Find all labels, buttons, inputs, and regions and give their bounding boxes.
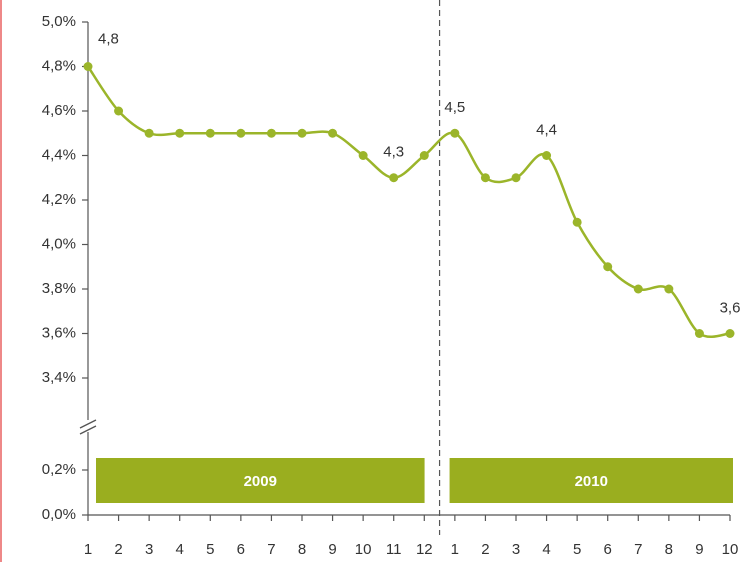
- point: [297, 128, 307, 138]
- point: [480, 173, 490, 183]
- data-label: 4,8: [98, 30, 119, 47]
- axis-break: [79, 419, 97, 435]
- x-tick-label: 11: [386, 541, 402, 558]
- y-tick-label: 3,8%: [42, 280, 76, 297]
- x-tick-label: 5: [206, 541, 214, 558]
- period-label: 2009: [244, 473, 277, 490]
- x-tick-label: 10: [355, 541, 372, 558]
- point: [542, 151, 552, 160]
- period-label: 2010: [575, 473, 608, 490]
- y-tick-label: 0,2%: [42, 461, 76, 478]
- y-tick-label: 4,2%: [42, 191, 76, 208]
- point: [328, 128, 338, 138]
- x-tick-label: 6: [604, 541, 612, 558]
- point: [83, 62, 93, 71]
- period-box: [449, 458, 733, 503]
- x-tick-label: 4: [176, 541, 184, 558]
- data-label: 4,4: [536, 121, 557, 138]
- point: [572, 217, 582, 227]
- point: [389, 173, 399, 183]
- line: [86, 65, 731, 339]
- x-tick-label: 7: [634, 541, 642, 558]
- x-tick-label: 3: [145, 541, 153, 558]
- y-tick-label: 0,0%: [42, 506, 76, 523]
- point: [725, 329, 735, 338]
- x-tick-label: 5: [573, 541, 581, 558]
- x-tick-label: 1: [451, 541, 459, 558]
- y-tick-label: 4,8%: [42, 57, 76, 74]
- point: [603, 262, 613, 272]
- x-tick-label: 9: [328, 541, 336, 558]
- data-label: 3,6: [720, 299, 741, 316]
- point: [266, 128, 276, 138]
- x-tick-label: 4: [542, 541, 550, 558]
- point: [175, 128, 185, 138]
- x-tick-label: 12: [416, 541, 433, 558]
- point: [358, 151, 368, 160]
- y-tick-label: 3,4%: [42, 369, 76, 386]
- y-tick-label: 4,0%: [42, 235, 76, 252]
- point: [694, 329, 704, 338]
- x-tick-label: 2: [481, 541, 489, 558]
- x-tick-label: 6: [237, 541, 245, 558]
- point: [114, 106, 124, 116]
- y-tick-label: 4,4%: [42, 146, 76, 163]
- x-tick-label: 1: [84, 541, 92, 558]
- point: [633, 284, 643, 294]
- point: [511, 173, 521, 183]
- data-label: 4,3: [383, 144, 404, 161]
- x-tick-label: 7: [267, 541, 275, 558]
- period-box: [96, 458, 425, 503]
- point: [450, 128, 460, 138]
- point: [419, 151, 429, 160]
- point: [205, 128, 215, 138]
- x-tick-label: 8: [665, 541, 673, 558]
- point: [664, 284, 674, 294]
- x-tick-label: 8: [298, 541, 306, 558]
- x-tick-label: 9: [695, 541, 703, 558]
- y-tick-label: 5,0%: [42, 13, 76, 30]
- x-tick-label: 2: [114, 541, 122, 558]
- x-tick-label: 3: [512, 541, 520, 558]
- point: [236, 128, 246, 138]
- x-tick-label: 10: [722, 541, 739, 558]
- data-label: 4,5: [444, 99, 465, 116]
- point: [144, 128, 154, 138]
- y-tick-label: 3,6%: [42, 324, 76, 341]
- y-tick-label: 4,6%: [42, 102, 76, 119]
